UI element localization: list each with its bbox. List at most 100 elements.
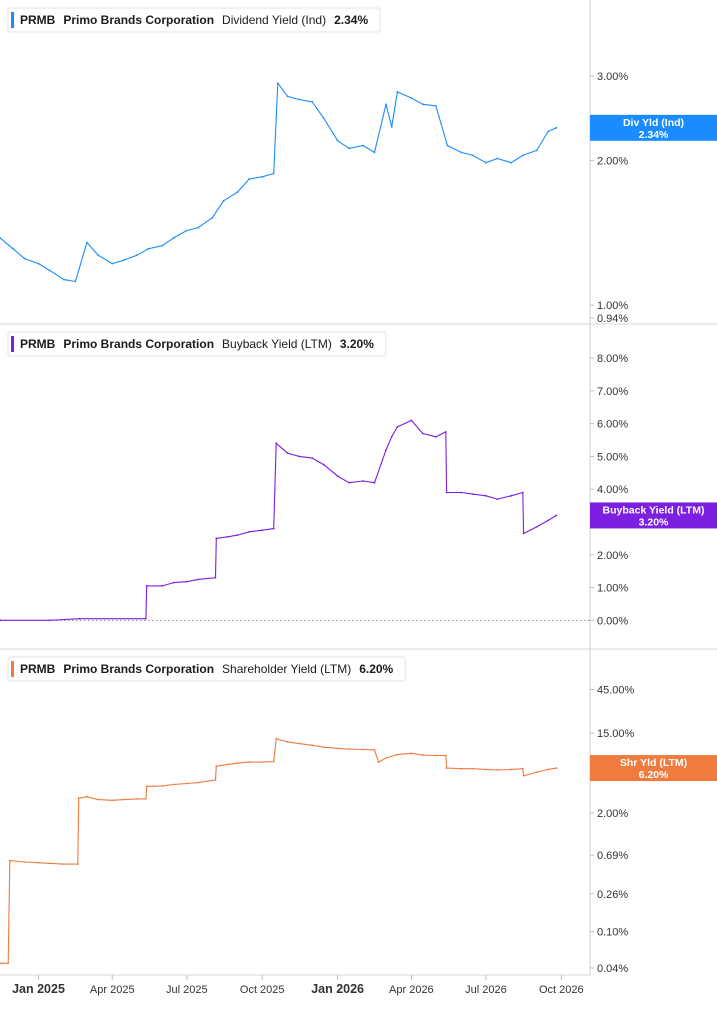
current-value-badge: Div Yld (Ind)2.34% [590,114,717,141]
data-point [248,761,251,763]
data-point [348,481,350,484]
data-point [390,435,393,438]
x-tick-label: Jan 2025 [12,982,65,996]
x-tick-label: Apr 2026 [389,984,434,996]
y-tick-label: 1.00% [597,300,628,312]
data-point [197,226,200,229]
data-point [275,737,278,740]
data-point [547,768,550,771]
data-point [49,862,51,865]
data-point [496,498,499,500]
data-point [460,151,463,154]
legend-box [7,656,406,682]
data-point [272,527,275,530]
y-tick-label: 2.00% [597,156,628,168]
panel-1: 3.00% 2.00% 1.00%0.94% PRMB Primo Brands Cor… [0,7,717,325]
data-point [322,463,325,466]
data-point [37,262,40,265]
data-point [435,754,437,757]
data-point [421,432,424,435]
data-point [248,178,251,181]
data-point [390,126,393,128]
data-point [555,126,558,129]
data-point [510,494,513,497]
data-point [521,154,524,157]
data-point [135,798,138,800]
legend[interactable]: PRMB Primo Brands Corporation Shareholder … [7,656,406,682]
data-point [78,617,81,620]
data-point [460,767,463,770]
data-point [172,581,175,584]
data-point [0,237,1,239]
legend-current-value: 2.34% [334,13,368,27]
data-point [7,962,10,965]
y-tick-label: 15.00% [597,728,635,740]
data-point [510,161,513,164]
legend-color-swatch [11,661,14,677]
x-tick-label: Jan 2026 [311,982,364,996]
data-point [410,97,413,99]
data-point [276,82,279,84]
data-point [147,247,150,250]
data-point [396,753,399,756]
data-point [236,762,239,765]
data-point [161,244,164,247]
data-point [197,781,200,784]
data-point [76,863,79,865]
y-tick-label: 6.00% [597,419,628,431]
data-point [0,619,1,622]
legend[interactable]: PRMB Primo Brands Corporation Buyback Yiel… [7,331,387,357]
y-tick-label: 7.00% [597,386,628,398]
data-point [396,91,399,93]
y-tick-label: 8.00% [597,353,628,365]
y-tick-label: 2.00% [597,808,628,820]
data-point [522,774,525,777]
data-point [63,278,65,281]
data-point [362,748,364,751]
data-point [373,151,376,154]
data-point [336,475,339,477]
data-point [322,746,325,749]
data-point [226,763,229,766]
data-point [444,754,447,757]
legend-metric: Buyback Yield (LTM) [222,337,332,351]
legend-box [7,331,387,357]
data-point [161,585,164,587]
y-tick-label: 0.26% [597,889,628,901]
data-point [49,619,51,622]
data-point [485,161,487,164]
data-point [135,254,138,257]
series-line [0,419,557,621]
badge-title: Shr Yld (LTM) [620,757,687,769]
series-line [0,82,557,283]
data-point [261,175,264,178]
data-point [298,742,300,745]
data-point [86,795,88,798]
data-point [535,149,538,152]
data-point [547,519,550,522]
legend-ticker: PRMB [20,13,56,27]
data-point [97,254,100,257]
data-point [522,532,525,535]
y-tick-label: 5.00% [597,451,628,463]
data-point [248,530,251,533]
data-point [261,761,264,763]
data-point [37,861,40,864]
data-point [377,761,380,763]
data-point [122,798,125,801]
data-point [12,247,15,250]
data-point [214,576,217,579]
data-point [86,241,88,244]
legend[interactable]: PRMB Primo Brands Corporation Dividend Yie… [7,7,381,33]
data-point [311,457,314,459]
data-point [421,103,424,106]
badge-value: 6.20% [639,769,669,781]
x-tick-label: Jul 2025 [166,984,208,996]
data-point [0,962,1,965]
legend-company: Primo Brands Corporation [63,337,214,351]
data-point [445,491,448,494]
data-point [286,452,289,455]
data-point [272,172,275,175]
data-point [111,262,114,265]
data-point [348,147,350,150]
